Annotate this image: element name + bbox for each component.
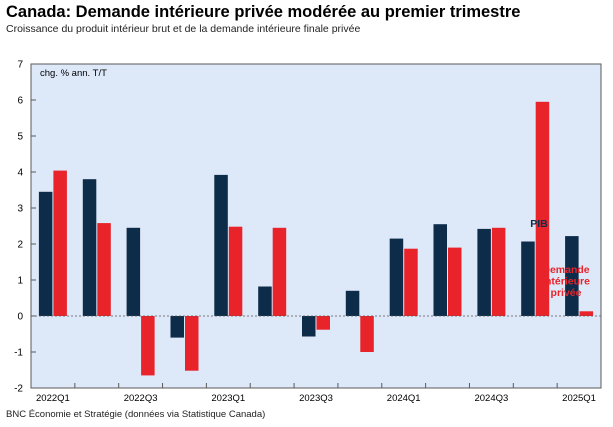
bar-pib-2022Q1 xyxy=(38,191,53,316)
bar-pib-2024Q2 xyxy=(433,224,447,316)
x-tick-label: 2022Q1 xyxy=(36,393,70,404)
bar-demande-2024Q2 xyxy=(448,247,462,316)
bar-demande-2024Q4 xyxy=(535,101,550,316)
bar-pib-2025Q1 xyxy=(565,236,579,316)
bar-pib-2024Q1 xyxy=(389,238,404,316)
legend-label-demande: privée xyxy=(551,287,582,299)
legend-label-pib: PIB xyxy=(530,218,548,230)
legend-label-demande: Demande xyxy=(542,264,589,276)
unit-label: chg. % ann. T/T xyxy=(40,68,107,79)
y-tick-label: 7 xyxy=(17,60,23,71)
plot-frame xyxy=(30,63,602,389)
bar-demande-2023Q4 xyxy=(360,316,374,352)
bar-demande-2025Q1 xyxy=(579,311,594,316)
bar-pib-2023Q1 xyxy=(214,174,228,316)
bar-demande-2022Q4 xyxy=(185,316,199,371)
x-tick-label: 2024Q3 xyxy=(474,393,508,404)
y-tick-label: 2 xyxy=(17,240,23,251)
y-tick-label: 6 xyxy=(17,96,23,107)
bar-pib-2022Q2 xyxy=(82,179,97,316)
bar-pib-2023Q4 xyxy=(345,290,360,316)
source-note: BNC Économie et Stratégie (données via S… xyxy=(6,409,266,420)
bar-pib-2022Q3 xyxy=(126,227,141,316)
x-tick-label: 2023Q1 xyxy=(211,393,245,404)
bar-pib-2024Q4 xyxy=(521,241,535,316)
bar-demande-2024Q3 xyxy=(491,227,506,316)
x-tick-label: 2022Q3 xyxy=(124,393,158,404)
bar-demande-2022Q2 xyxy=(97,223,111,316)
y-tick-label: 0 xyxy=(17,312,23,323)
y-tick-label: 3 xyxy=(17,204,23,215)
x-tick-label: 2024Q1 xyxy=(387,393,421,404)
bar-pib-2022Q4 xyxy=(170,316,184,338)
x-axis: 2022Q1 2022Q3 2023Q1 2023Q3 2024Q1 2024Q3 2025… xyxy=(30,383,602,404)
bar-demande-2022Q1 xyxy=(53,170,67,316)
bar-demande-2023Q3 xyxy=(316,316,330,330)
legend-label-demande: intérieure xyxy=(542,276,590,288)
bar-demande-2023Q2 xyxy=(272,227,287,316)
bar-demande-2024Q1 xyxy=(404,248,418,316)
plot-area xyxy=(31,64,601,388)
bar-pib-2023Q3 xyxy=(302,316,316,337)
chart-title: Canada: Demande intérieure privée modéré… xyxy=(6,3,521,21)
y-axis: -2 -1 0 1 2 3 4 5 6 7 xyxy=(14,60,36,395)
x-tick-label: 2025Q1 xyxy=(562,393,596,404)
y-tick-label: -1 xyxy=(14,348,23,359)
y-tick-label: 4 xyxy=(17,168,23,179)
chart-subtitle: Croissance du produit intérieur brut et … xyxy=(6,23,361,35)
y-tick-label: 1 xyxy=(17,276,23,287)
x-tick-label: 2023Q3 xyxy=(299,393,333,404)
bar-pib-2024Q3 xyxy=(477,228,491,316)
bar-demande-2022Q3 xyxy=(141,316,155,376)
bar-demande-2023Q1 xyxy=(228,226,243,316)
y-tick-label: -2 xyxy=(14,384,23,395)
bar-pib-2023Q2 xyxy=(258,286,272,316)
bars-layer xyxy=(38,101,594,376)
y-tick-label: 5 xyxy=(17,132,23,143)
